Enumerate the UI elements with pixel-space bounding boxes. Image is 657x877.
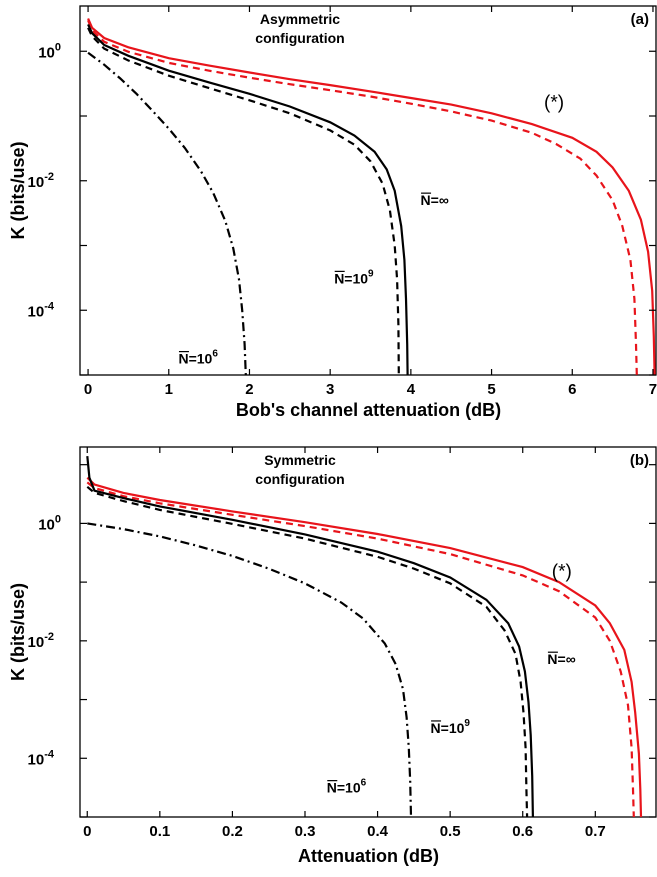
y-tick-label: 100 xyxy=(38,513,61,533)
x-tick-label: 6 xyxy=(568,381,576,398)
curve-label-1: N=∞ xyxy=(421,192,449,208)
y-tick-label: 10-2 xyxy=(28,631,54,651)
curve-label-3: N=106 xyxy=(178,349,218,367)
panel-b-x-axis-label: Attenuation (dB) xyxy=(298,846,439,866)
panel-a: 0 1 2 3 4 5 6 7 10-4 10-2 100 N=∞ N=109 N=106 Asymm… xyxy=(8,5,657,420)
x-tick-label: 0.1 xyxy=(149,823,170,840)
y-tick-label: 100 xyxy=(38,41,61,61)
curve-label-1: N=∞ xyxy=(547,651,575,667)
series-line-black-dashed xyxy=(87,27,400,375)
panel-b-star-label: (*) xyxy=(552,561,572,582)
series-line-red-solid xyxy=(86,476,643,817)
y-tick-label: 10-4 xyxy=(28,748,55,768)
x-tick-label: 2 xyxy=(245,381,253,398)
curve-label-2: N=109 xyxy=(334,268,374,286)
x-tick-label: 0.6 xyxy=(512,823,533,840)
x-tick-label: 0 xyxy=(84,381,92,398)
x-tick-label: 7 xyxy=(649,381,657,398)
panel-b-title-line-2: configuration xyxy=(255,471,344,487)
panel-a-title-line-2: configuration xyxy=(255,30,344,46)
x-tick-label: 0.2 xyxy=(222,823,243,840)
x-tick-label: 0.4 xyxy=(367,823,389,840)
x-tick-label: 1 xyxy=(165,381,173,398)
x-ticks-a: 0 1 2 3 4 5 6 7 xyxy=(84,6,657,398)
x-ticks-b: 0 0.1 0.2 0.3 0.4 0.5 0.6 0.7 xyxy=(83,447,606,840)
series-line-black-dashed xyxy=(86,485,529,817)
series-line-black-solid xyxy=(87,23,409,375)
plot-frame-a xyxy=(79,5,657,376)
x-tick-label: 0.5 xyxy=(440,823,461,840)
y-tick-label: 10-4 xyxy=(28,300,55,320)
series-line-black-solid xyxy=(86,455,534,817)
annotations-b: N=∞ N=109 N=106 xyxy=(327,651,576,795)
panel-a-star-label: (*) xyxy=(544,93,564,114)
series-group-a xyxy=(87,18,656,375)
panel-a-x-axis-label: Bob's channel attenuation (dB) xyxy=(236,400,501,420)
panel-a-title-line-1: Asymmetric xyxy=(260,11,340,27)
x-tick-label: 4 xyxy=(407,381,416,398)
plot-frame-b xyxy=(79,446,657,818)
annotations-a: N=∞ N=109 N=106 xyxy=(178,192,448,366)
series-line-red-solid xyxy=(87,18,656,375)
panel-a-tag: (a) xyxy=(631,11,649,28)
panel-b-y-axis-label: K (bits/use) xyxy=(8,583,28,681)
x-tick-label: 5 xyxy=(487,381,495,398)
panel-b-title-line-1: Symmetric xyxy=(264,452,336,468)
x-tick-label: 0.7 xyxy=(585,823,606,840)
x-tick-label: 0 xyxy=(83,823,91,840)
series-group-b xyxy=(86,455,643,817)
panel-a-y-axis-label: K (bits/use) xyxy=(8,141,28,239)
x-tick-label: 3 xyxy=(326,381,334,398)
y-ticks-b: 10-4 10-2 100 xyxy=(28,464,656,818)
series-line-black-dashdot xyxy=(87,51,247,375)
curve-label-3: N=106 xyxy=(327,778,367,796)
series-line-red-dashed xyxy=(86,481,635,817)
curve-label-2: N=109 xyxy=(431,718,471,736)
series-line-red-dashed xyxy=(87,19,638,375)
panel-b-tag: (b) xyxy=(630,452,649,469)
y-tick-label: 10-2 xyxy=(28,171,54,191)
series-line-black-dashdot xyxy=(87,522,413,817)
x-tick-label: 0.3 xyxy=(295,823,316,840)
